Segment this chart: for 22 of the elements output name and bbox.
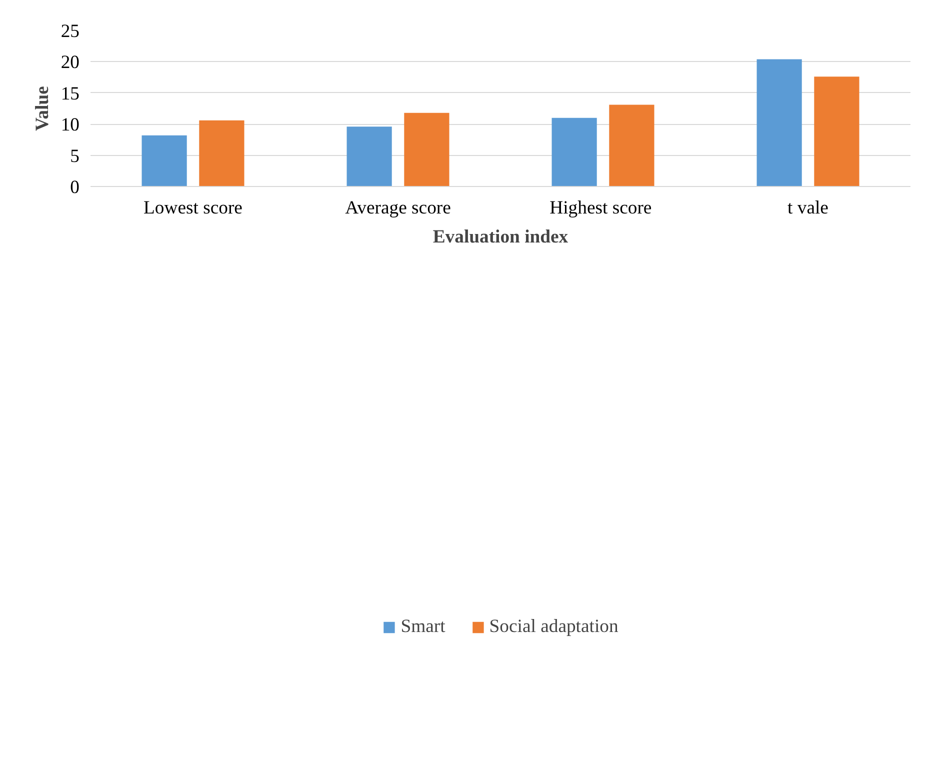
y-axis-title: Value: [32, 86, 53, 131]
bar: [609, 104, 654, 186]
y-tick-label: 0: [70, 177, 80, 198]
x-tick-label: Highest score: [550, 198, 652, 218]
bar: [346, 126, 392, 186]
bar: [756, 59, 802, 186]
bar: [552, 118, 597, 186]
x-axis-title: Evaluation index: [432, 226, 569, 248]
legend-label: Smart: [400, 616, 446, 638]
bar: [814, 76, 860, 186]
legend-label: Social adaptation: [489, 616, 618, 638]
x-tick-label: t vale: [788, 198, 828, 218]
y-tick-label: 5: [70, 146, 80, 167]
x-tick-label: Lowest score: [144, 198, 242, 218]
y-tick-label: 25: [60, 21, 80, 42]
bar: [142, 135, 187, 186]
bar: [199, 120, 244, 186]
y-tick-label: 10: [60, 114, 80, 136]
y-tick-label: 20: [60, 52, 80, 74]
y-tick-label: 15: [60, 83, 80, 104]
x-tick-label: Average score: [345, 198, 451, 218]
bar: [404, 112, 450, 186]
